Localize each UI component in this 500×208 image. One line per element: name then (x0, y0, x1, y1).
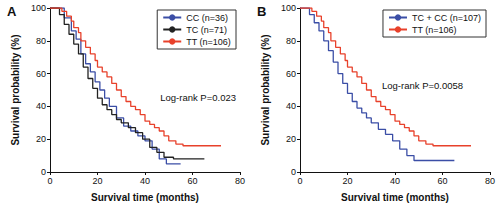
svg-text:60: 60 (286, 69, 296, 79)
svg-text:60: 60 (437, 176, 447, 186)
svg-text:Survival probability (%): Survival probability (%) (260, 34, 271, 145)
svg-text:60: 60 (36, 69, 46, 79)
svg-text:40: 40 (36, 101, 46, 111)
svg-text:80: 80 (485, 176, 495, 186)
svg-text:TT (n=106): TT (n=106) (186, 37, 231, 47)
svg-text:20: 20 (36, 134, 46, 144)
svg-text:100: 100 (281, 3, 296, 13)
svg-text:40: 40 (286, 101, 296, 111)
svg-text:20: 20 (342, 176, 352, 186)
svg-text:40: 40 (140, 176, 150, 186)
svg-text:0: 0 (291, 167, 296, 177)
svg-text:0: 0 (297, 176, 302, 186)
svg-text:20: 20 (92, 176, 102, 186)
svg-text:Log-rank P=0.023: Log-rank P=0.023 (160, 92, 236, 103)
svg-text:80: 80 (286, 36, 296, 46)
svg-text:CC (n=36): CC (n=36) (186, 13, 228, 23)
svg-text:B: B (257, 4, 266, 19)
svg-text:Log-rank P=0.0058: Log-rank P=0.0058 (382, 80, 463, 91)
svg-text:Survival time (months): Survival time (months) (91, 192, 199, 203)
svg-text:Survival probability (%): Survival probability (%) (10, 34, 21, 145)
svg-text:TC + CC (n=107): TC + CC (n=107) (412, 13, 481, 23)
svg-text:TT (n=106): TT (n=106) (412, 25, 457, 35)
svg-text:0: 0 (47, 176, 52, 186)
svg-text:0: 0 (41, 167, 46, 177)
svg-text:Survival time (months): Survival time (months) (341, 192, 449, 203)
svg-text:80: 80 (36, 36, 46, 46)
svg-text:TC (n=71): TC (n=71) (186, 25, 227, 35)
svg-text:20: 20 (286, 134, 296, 144)
svg-text:60: 60 (187, 176, 197, 186)
svg-text:100: 100 (31, 3, 46, 13)
svg-text:40: 40 (390, 176, 400, 186)
svg-text:A: A (7, 4, 17, 19)
svg-text:80: 80 (235, 176, 245, 186)
